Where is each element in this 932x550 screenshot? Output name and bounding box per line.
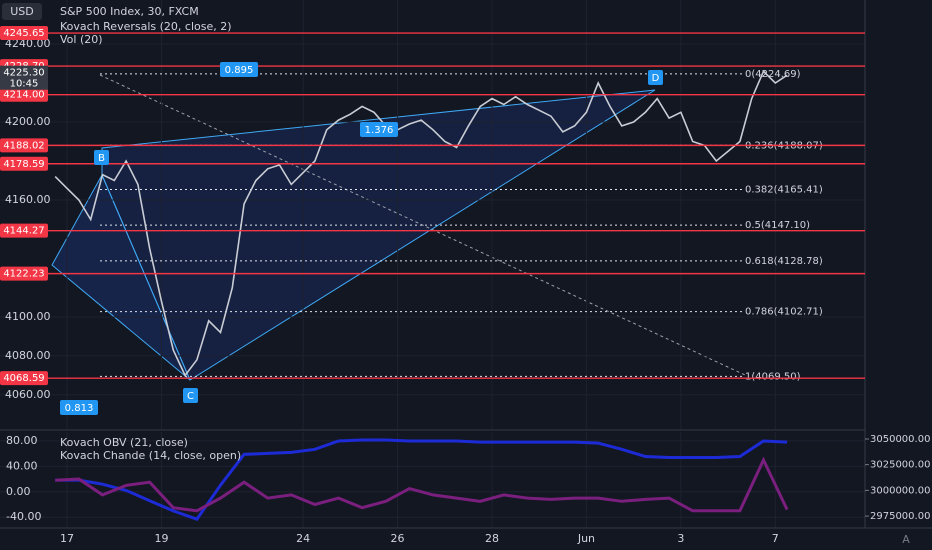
y-tick-label: 4060.00 <box>5 388 51 401</box>
level-label-box <box>0 371 48 386</box>
x-tick-label: Jun <box>577 532 595 545</box>
fib-label: 0(4224.69) <box>745 69 801 80</box>
countdown: 10:45 <box>10 79 39 90</box>
annotation-box <box>60 400 98 415</box>
annotation: B <box>98 153 105 164</box>
level-label-box <box>0 138 48 153</box>
fib-label: 0.618(4128.78) <box>745 256 823 267</box>
currency-box[interactable] <box>2 3 42 20</box>
indicator-label: Kovach Reversals (20, close, 2) <box>60 20 232 33</box>
fib-label: 0.786(4102.71) <box>745 307 823 318</box>
y2-tick-label: 3000000.00 <box>870 485 930 496</box>
annotation: C <box>187 391 194 402</box>
y-tick-label: -40.00 <box>6 510 41 523</box>
fib-trend-line <box>99 74 746 376</box>
annotation-box <box>360 122 398 137</box>
level-label: 4245.65 <box>3 28 44 39</box>
y-tick-label: 4160.00 <box>5 193 51 206</box>
y-tick-label: 4100.00 <box>5 310 51 323</box>
x-tick-label: 24 <box>296 532 310 545</box>
y-tick-label: 0.00 <box>6 485 31 498</box>
level-label: 4214.00 <box>3 90 44 101</box>
annotation-box <box>183 388 198 403</box>
annotation: D <box>652 73 660 84</box>
y2-tick-label: 3025000.00 <box>870 460 930 471</box>
legend-entry: Kovach Chande (14, close, open) <box>60 449 241 462</box>
level-label: 4178.59 <box>3 159 44 170</box>
y-tick-label: 4240.00 <box>5 37 51 50</box>
indicator-label: Vol (20) <box>60 33 103 46</box>
annotation-box <box>94 150 109 165</box>
level-label: 4144.27 <box>3 226 44 237</box>
level-label-box <box>0 87 48 102</box>
level-label-box <box>0 26 48 41</box>
y2-tick-label: 2975000.00 <box>870 511 930 522</box>
x-tick-label: 26 <box>391 532 405 545</box>
x-tick-label: 3 <box>677 532 684 545</box>
legend-entry: Kovach OBV (21, close) <box>60 436 188 449</box>
y-tick-label: 80.00 <box>6 434 38 447</box>
level-label-box <box>0 266 48 281</box>
y-tick-label: 4200.00 <box>5 115 51 128</box>
annotation-box <box>220 62 258 77</box>
price-line <box>54 69 788 377</box>
y-tick-label: 4080.00 <box>5 349 51 362</box>
fib-label: 0.382(4165.41) <box>745 184 823 195</box>
annotation: 0.813 <box>65 403 94 414</box>
level-label: 4122.23 <box>3 269 44 280</box>
auto-scale[interactable]: A <box>902 533 910 546</box>
annotation: 1.376 <box>365 125 394 136</box>
x-tick-label: 19 <box>154 532 168 545</box>
price-label-box <box>0 65 48 90</box>
y-tick-label: 40.00 <box>6 459 38 472</box>
x-tick-label: 7 <box>772 532 779 545</box>
fib-label: 1(4069.50) <box>745 371 801 382</box>
x-tick-label: 28 <box>485 532 499 545</box>
currency: USD <box>10 5 34 18</box>
level-label: 4068.59 <box>3 373 44 384</box>
fib-label: 0.5(4147.10) <box>745 220 810 231</box>
level-label: 4188.02 <box>3 140 44 151</box>
current-price: 4225.30 <box>3 68 44 79</box>
indicator-line <box>55 456 789 513</box>
level-label-box <box>0 223 48 238</box>
annotation: 0.895 <box>225 65 254 76</box>
indicator-line <box>55 438 788 521</box>
level-label-box <box>0 156 48 171</box>
x-tick-label: 17 <box>60 532 74 545</box>
chart-title: S&P 500 Index, 30, FXCM <box>60 5 199 18</box>
annotation-box <box>648 70 663 85</box>
y2-tick-label: 3050000.00 <box>870 434 930 445</box>
